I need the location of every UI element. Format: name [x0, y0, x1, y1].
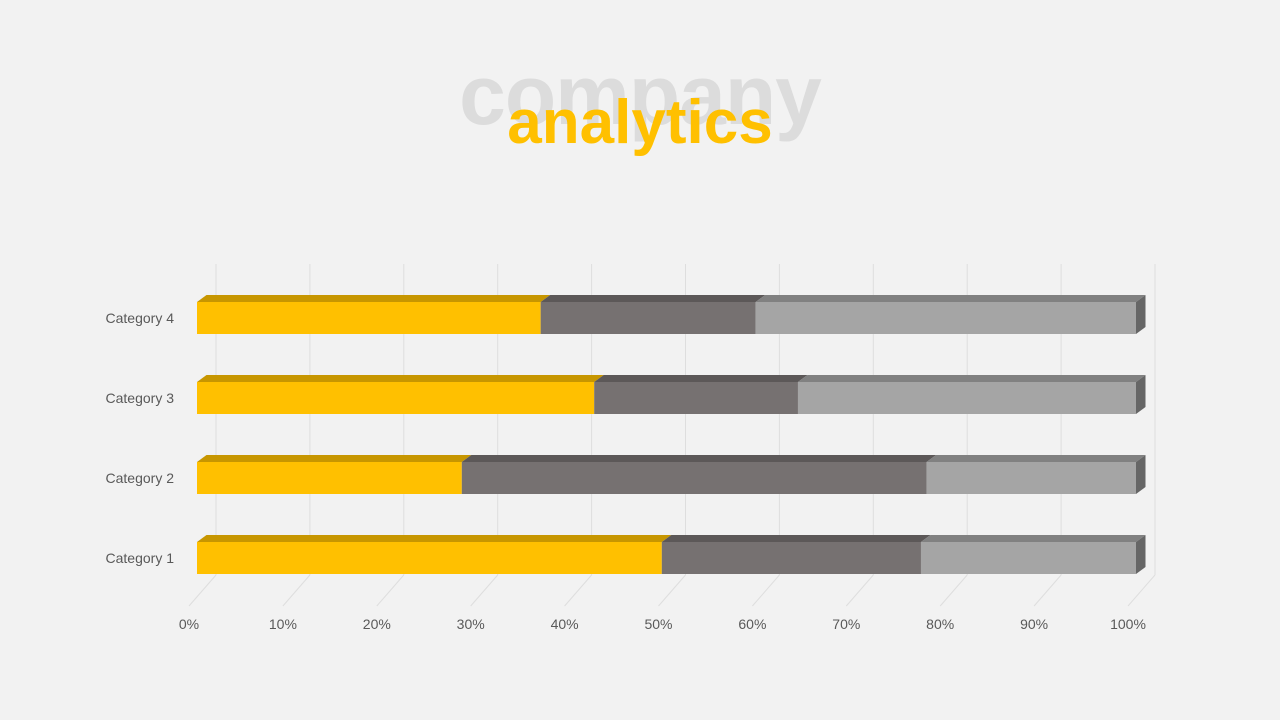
gridline-floor	[1127, 574, 1156, 607]
gridline-floor	[564, 574, 592, 607]
bar-side-face	[1136, 535, 1146, 574]
bar-side-face	[1136, 295, 1146, 334]
category-label: Category 1	[106, 550, 175, 566]
x-tick-label: 20%	[363, 616, 391, 632]
bar-top-face	[197, 535, 672, 542]
category-label: Category 2	[106, 470, 175, 486]
bar-segment	[197, 462, 462, 494]
bar-top-face	[661, 535, 931, 542]
bar-top-face	[920, 535, 1146, 542]
category-label: Category 3	[106, 390, 175, 406]
bar-segment	[920, 542, 1136, 574]
bar-top-face	[540, 295, 766, 302]
category-label: Category 4	[106, 310, 175, 326]
x-tick-label: 40%	[551, 616, 579, 632]
bar-segment	[540, 302, 756, 334]
gridline-floor	[939, 574, 968, 607]
bar-segment	[461, 462, 927, 494]
x-tick-label: 60%	[738, 616, 766, 632]
bar-top-face	[197, 455, 472, 462]
gridline-floor	[376, 574, 405, 607]
bar-segment	[594, 382, 798, 414]
x-tick-label: 50%	[644, 616, 672, 632]
bar-segment	[661, 542, 921, 574]
gridline-floor	[282, 574, 311, 607]
gridline-floor	[188, 574, 217, 607]
x-tick-label: 0%	[179, 616, 199, 632]
x-tick-label: 80%	[926, 616, 954, 632]
bar-segment	[197, 382, 595, 414]
bar-top-face	[461, 455, 937, 462]
bar-top-face	[797, 375, 1146, 382]
x-tick-label: 10%	[269, 616, 297, 632]
gridline-floor	[470, 574, 499, 607]
bar-top-face	[926, 455, 1146, 462]
bar-segment	[797, 382, 1136, 414]
x-tick-label: 90%	[1020, 616, 1048, 632]
slide-title: analytics	[507, 88, 773, 157]
x-tick-label: 30%	[457, 616, 485, 632]
gridline-floor	[845, 574, 874, 607]
bar-segment	[926, 462, 1136, 494]
x-tick-label: 100%	[1110, 616, 1146, 632]
bar-side-face	[1136, 455, 1146, 494]
bar-side-face	[1136, 375, 1146, 414]
bar-segment	[755, 302, 1136, 334]
gridline-floor	[752, 574, 780, 607]
bar-segment	[197, 542, 662, 574]
gridline-floor	[1033, 574, 1062, 607]
bar-segment	[197, 302, 541, 334]
gridline-floor	[658, 574, 686, 607]
x-tick-label: 70%	[832, 616, 860, 632]
bar-top-face	[197, 375, 604, 382]
bar-top-face	[594, 375, 808, 382]
bar-top-face	[755, 295, 1146, 302]
title-background-word: company	[459, 48, 822, 142]
bar-top-face	[197, 295, 551, 302]
